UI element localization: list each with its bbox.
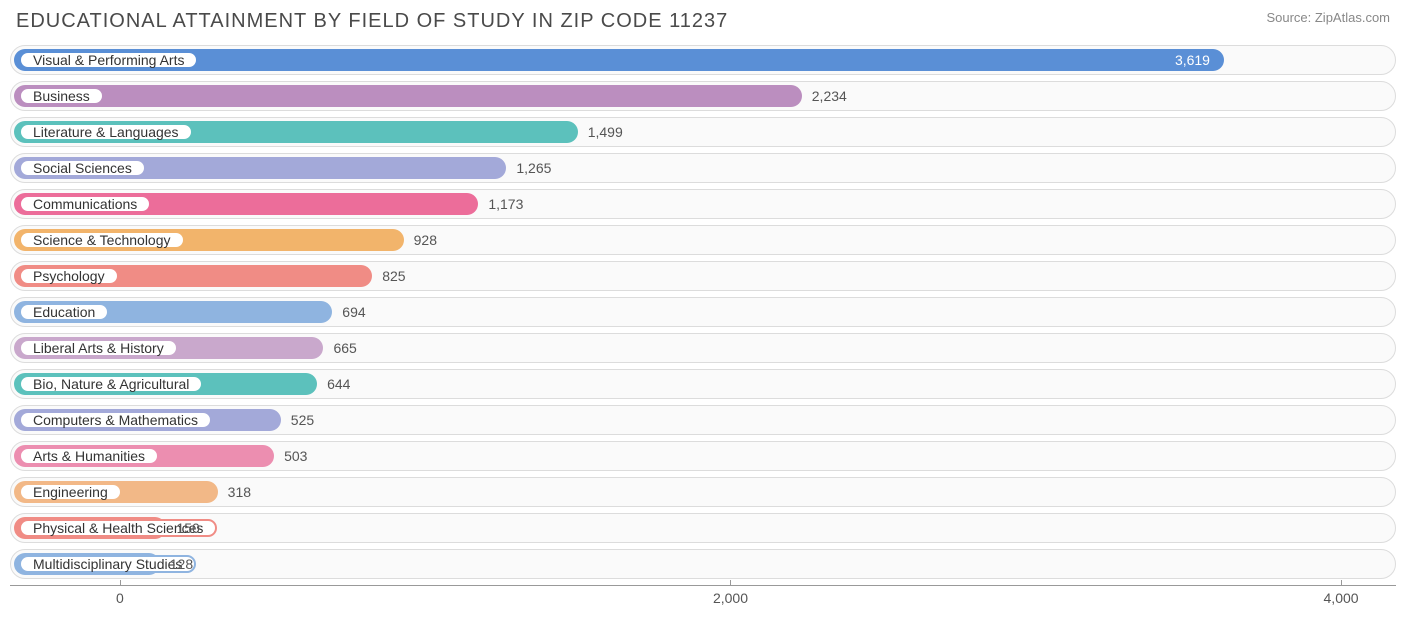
bar-row: Multidisciplinary Studies128 bbox=[10, 549, 1396, 579]
value-label: 2,234 bbox=[812, 82, 847, 110]
chart-source: Source: ZipAtlas.com bbox=[1266, 10, 1390, 25]
category-label: Literature & Languages bbox=[33, 124, 179, 140]
bar-row: Liberal Arts & History 665 bbox=[10, 333, 1396, 363]
value-label: 150 bbox=[176, 514, 199, 542]
axis-tick-label: 0 bbox=[116, 590, 124, 606]
value-label: 644 bbox=[327, 370, 350, 398]
category-label: Computers & Mathematics bbox=[33, 412, 198, 428]
category-pill: Literature & Languages bbox=[19, 123, 193, 141]
category-label: Science & Technology bbox=[33, 232, 171, 248]
axis-tick bbox=[730, 580, 731, 586]
value-label: 825 bbox=[382, 262, 405, 290]
axis-tick bbox=[120, 580, 121, 586]
category-pill: Communications bbox=[19, 195, 151, 213]
chart-header: EDUCATIONAL ATTAINMENT BY FIELD OF STUDY… bbox=[10, 10, 1396, 33]
x-axis: 0 2,000 4,000 bbox=[10, 585, 1396, 611]
bar-row: Visual & Performing Arts 3,619 bbox=[10, 45, 1396, 75]
value-label: 1,173 bbox=[488, 190, 523, 218]
value-label: 665 bbox=[333, 334, 356, 362]
category-pill: Arts & Humanities bbox=[19, 447, 159, 465]
value-label: 525 bbox=[291, 406, 314, 434]
category-pill: Education bbox=[19, 303, 109, 321]
bar-row: Physical & Health Sciences150 bbox=[10, 513, 1396, 543]
bar-chart: Visual & Performing Arts 3,619 Business 2,2… bbox=[10, 45, 1396, 611]
category-label: Bio, Nature & Agricultural bbox=[33, 376, 189, 392]
bar-row: Psychology 825 bbox=[10, 261, 1396, 291]
category-pill: Social Sciences bbox=[19, 159, 146, 177]
value-label: 503 bbox=[284, 442, 307, 470]
category-label: Liberal Arts & History bbox=[33, 340, 164, 356]
bar-row: Arts & Humanities 503 bbox=[10, 441, 1396, 471]
category-label: Education bbox=[33, 304, 95, 320]
bar-row: Literature & Languages 1,499 bbox=[10, 117, 1396, 147]
category-pill: Visual & Performing Arts bbox=[19, 51, 198, 69]
bar-row: Education 694 bbox=[10, 297, 1396, 327]
category-pill: Computers & Mathematics bbox=[19, 411, 212, 429]
bar-row: Engineering 318 bbox=[10, 477, 1396, 507]
category-pill: Bio, Nature & Agricultural bbox=[19, 375, 203, 393]
value-label: 1,499 bbox=[588, 118, 623, 146]
value-label: 928 bbox=[414, 226, 437, 254]
category-label: Visual & Performing Arts bbox=[33, 52, 184, 68]
axis-tick-label: 4,000 bbox=[1324, 590, 1359, 606]
bar-row: Bio, Nature & Agricultural 644 bbox=[10, 369, 1396, 399]
bar-fill bbox=[14, 85, 802, 107]
bar-row: Science & Technology 928 bbox=[10, 225, 1396, 255]
category-pill: Engineering bbox=[19, 483, 122, 501]
axis-tick-label: 2,000 bbox=[713, 590, 748, 606]
bar-row: Social Sciences 1,265 bbox=[10, 153, 1396, 183]
value-label: 128 bbox=[170, 550, 193, 578]
category-label: Business bbox=[33, 88, 90, 104]
category-pill: Science & Technology bbox=[19, 231, 185, 249]
value-label: 318 bbox=[228, 478, 251, 506]
category-label: Psychology bbox=[33, 268, 105, 284]
value-label: 1,265 bbox=[516, 154, 551, 182]
category-label: Social Sciences bbox=[33, 160, 132, 176]
category-pill: Psychology bbox=[19, 267, 119, 285]
axis-tick bbox=[1341, 580, 1342, 586]
chart-title: EDUCATIONAL ATTAINMENT BY FIELD OF STUDY… bbox=[16, 10, 728, 33]
bar-row: Communications 1,173 bbox=[10, 189, 1396, 219]
category-label: Communications bbox=[33, 196, 137, 212]
bar-row: Computers & Mathematics 525 bbox=[10, 405, 1396, 435]
category-pill: Liberal Arts & History bbox=[19, 339, 178, 357]
bar-row: Business 2,234 bbox=[10, 81, 1396, 111]
category-label: Arts & Humanities bbox=[33, 448, 145, 464]
category-label: Multidisciplinary Studies bbox=[33, 556, 182, 572]
value-label: 3,619 bbox=[1175, 46, 1210, 74]
category-label: Engineering bbox=[33, 484, 108, 500]
category-pill: Business bbox=[19, 87, 104, 105]
value-label: 694 bbox=[342, 298, 365, 326]
